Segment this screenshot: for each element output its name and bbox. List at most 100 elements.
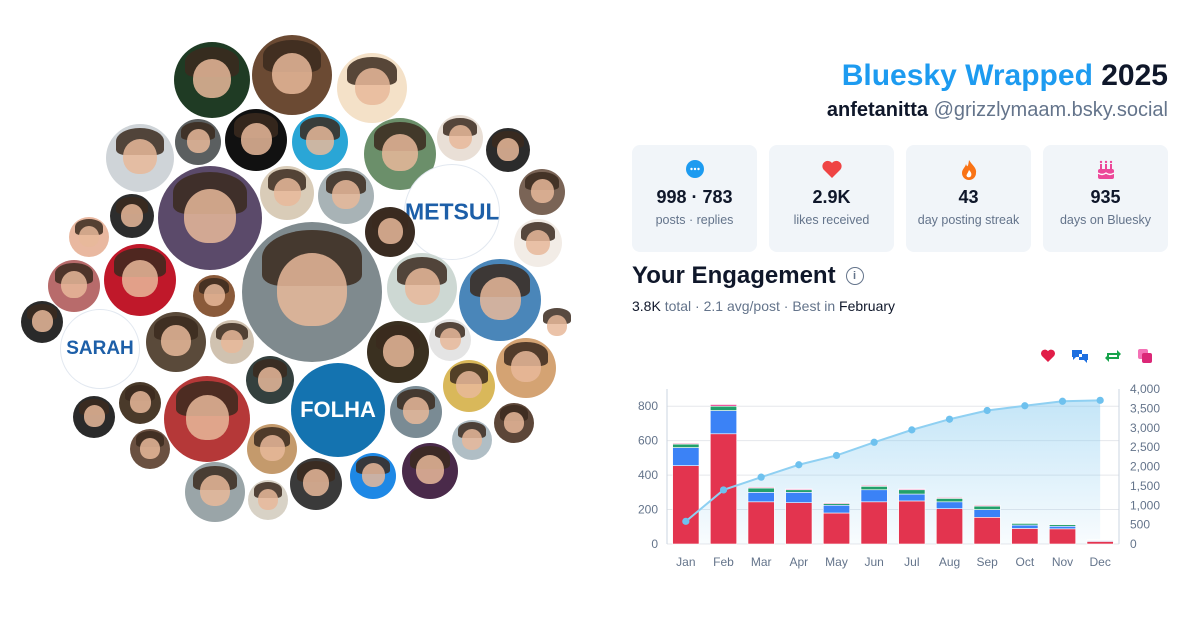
- cumulative-point: [945, 415, 954, 423]
- avatar-face: [404, 268, 440, 305]
- avatar[interactable]: [486, 128, 530, 172]
- avatar-face: [203, 284, 225, 307]
- avatar[interactable]: [106, 124, 174, 192]
- bar-segment: [936, 501, 963, 509]
- avatar-logo-text: FOLHA: [300, 397, 376, 422]
- stat-streak: 43 day posting streak: [906, 145, 1031, 252]
- avatar[interactable]: [452, 420, 492, 460]
- avatar-face: [416, 455, 444, 485]
- avatar[interactable]: [193, 275, 235, 317]
- cumulative-point: [870, 438, 878, 446]
- heart-icon[interactable]: [1040, 348, 1056, 369]
- stat-label: posts · replies: [655, 213, 734, 227]
- avatar-face: [272, 52, 312, 95]
- cumulative-point: [757, 473, 765, 481]
- avatar[interactable]: [158, 166, 262, 270]
- bar-segment: [898, 500, 926, 545]
- avatar-face: [504, 411, 524, 433]
- bar-segment: [785, 489, 813, 493]
- avatar[interactable]: [494, 403, 534, 443]
- cumulative-point: [1096, 396, 1104, 404]
- repost-icon[interactable]: [1104, 348, 1122, 369]
- heart-icon: [769, 159, 894, 181]
- engagement-summary: 3.8K total · 2.1 avg/post · Best in Febr…: [632, 298, 895, 314]
- avatar[interactable]: [174, 42, 250, 118]
- avatar[interactable]: [210, 320, 254, 364]
- avatar[interactable]: [21, 301, 63, 343]
- avatar-face: [306, 126, 334, 156]
- avatar[interactable]: [337, 53, 407, 123]
- quote-icon[interactable]: [1137, 348, 1153, 369]
- avatar[interactable]: [73, 396, 115, 438]
- avatar-face: [354, 68, 390, 105]
- avatar-face: [497, 137, 519, 161]
- avatar-cloud: METSUL SARAH FOLHA: [21, 35, 577, 522]
- avatar[interactable]: [225, 109, 287, 171]
- avatar[interactable]: [104, 244, 176, 316]
- avatar[interactable]: [387, 253, 457, 323]
- avatar[interactable]: [185, 462, 245, 522]
- avatar[interactable]: SARAH: [60, 309, 140, 389]
- avatar[interactable]: [164, 376, 250, 462]
- bar-segment: [710, 404, 737, 407]
- x-tick-label: Mar: [751, 555, 772, 569]
- avatar[interactable]: [119, 382, 161, 424]
- avatar-face: [439, 328, 461, 351]
- avatar[interactable]: [110, 194, 154, 238]
- avatar[interactable]: [290, 458, 342, 510]
- engagement-heading: Your Engagement i: [632, 262, 864, 290]
- avatar-face: [31, 310, 53, 333]
- bar-segment: [672, 442, 700, 445]
- avatar[interactable]: [146, 312, 206, 372]
- avatar[interactable]: [242, 222, 382, 362]
- reply-icon[interactable]: [1071, 348, 1089, 369]
- avatar[interactable]: [260, 166, 314, 220]
- avatar[interactable]: [390, 386, 442, 438]
- avatar[interactable]: [246, 356, 294, 404]
- engagement-summary-text: total · 2.1 avg/post · Best in: [660, 298, 840, 314]
- bar-segment: [973, 509, 1001, 518]
- bar-segment: [1049, 528, 1076, 545]
- stat-value: 2.9K: [812, 187, 851, 207]
- bar-segment: [1086, 541, 1114, 545]
- avatar[interactable]: [519, 169, 565, 215]
- avatar[interactable]: [429, 319, 471, 361]
- avatar-face: [462, 428, 482, 450]
- avatar[interactable]: [402, 443, 458, 499]
- bar-segment: [747, 487, 775, 493]
- avatar[interactable]: [292, 114, 348, 170]
- stat-label: days on Bluesky: [1059, 213, 1152, 227]
- avatar-face: [240, 122, 272, 155]
- stat-posts: 998 · 783 posts · replies: [632, 145, 757, 252]
- y-tick-label-left: 400: [638, 468, 658, 482]
- avatar[interactable]: [459, 259, 541, 341]
- avatar[interactable]: [350, 453, 396, 499]
- avatar[interactable]: [175, 119, 221, 165]
- bar-segment: [672, 465, 700, 545]
- header: Bluesky Wrapped 2025 anfetanitta @grizzl…: [827, 56, 1168, 124]
- avatar-face: [259, 435, 285, 461]
- speech-bubble-icon: [632, 159, 757, 181]
- avatar-face: [511, 351, 541, 383]
- avatar[interactable]: [247, 424, 297, 474]
- avatar[interactable]: [367, 321, 429, 383]
- bar-segment: [860, 501, 888, 545]
- avatar[interactable]: [537, 306, 577, 346]
- bar-segment: [898, 493, 926, 502]
- avatar[interactable]: [365, 207, 415, 257]
- info-icon[interactable]: i: [845, 267, 864, 285]
- avatar[interactable]: FOLHA: [291, 363, 385, 457]
- flame-icon: [906, 159, 1031, 181]
- avatar[interactable]: METSUL: [404, 164, 500, 260]
- avatar[interactable]: [130, 429, 170, 469]
- avatar[interactable]: [248, 480, 288, 520]
- avatar[interactable]: [252, 35, 332, 115]
- avatar[interactable]: [437, 115, 483, 161]
- avatar[interactable]: [48, 260, 100, 312]
- avatar[interactable]: [318, 168, 374, 224]
- avatar[interactable]: [443, 360, 495, 412]
- avatar[interactable]: [69, 217, 109, 257]
- avatar[interactable]: [496, 338, 556, 398]
- x-tick-label: Dec: [1089, 555, 1110, 569]
- avatar[interactable]: [514, 219, 562, 267]
